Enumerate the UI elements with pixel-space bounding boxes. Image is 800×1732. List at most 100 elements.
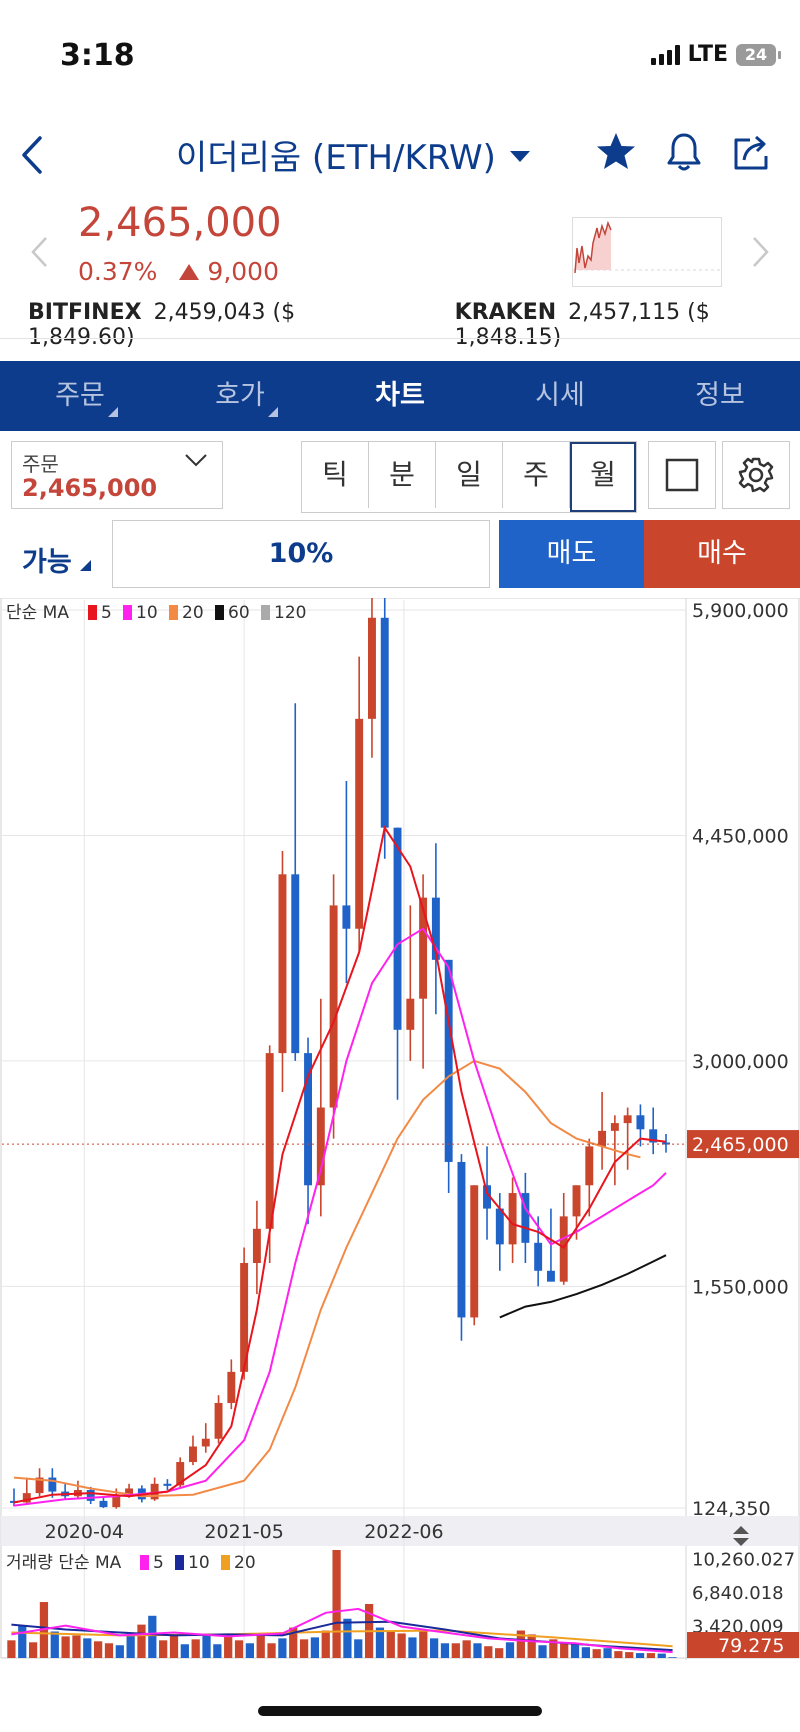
candle-body [227,1371,236,1403]
candle-body [649,1129,658,1143]
volume-bar [321,1630,330,1658]
fullscreen-button[interactable] [648,441,716,509]
volume-bar [614,1651,623,1658]
volume-bar [310,1637,320,1658]
volume-bar [202,1635,211,1658]
order-price-dropdown[interactable]: 주문 2,465,000 [11,441,223,509]
buy-button[interactable]: 매수 [644,520,800,588]
tab-market[interactable]: 시세 [535,380,585,411]
bell-icon[interactable] [662,130,706,174]
candle-body [546,1270,555,1282]
volume-bar [332,1550,341,1658]
menu-triangle-icon [268,407,278,417]
candle-body [176,1462,185,1486]
candle-body [572,1185,581,1217]
candle-body [367,617,376,719]
share-icon[interactable] [730,130,774,174]
volume-bar [343,1618,352,1658]
volume-bar [50,1631,59,1658]
period-day[interactable]: 일 [436,442,503,508]
y-tick-label: 4,450,000 [692,825,789,847]
x-tick-label: 2021-05 [204,1521,283,1543]
chevron-down-icon [185,454,207,467]
back-chevron-icon[interactable] [14,130,54,180]
prev-coin-icon[interactable] [28,235,52,269]
period-tick[interactable]: 틱 [302,442,369,508]
tab-info[interactable]: 정보 [695,380,745,411]
current-price-label: 2,465,000 [692,1134,789,1156]
volume-bar [516,1630,525,1658]
volume-bar [299,1639,309,1658]
ma-legend-swatch [123,605,132,620]
candle-body [380,617,389,828]
battery-icon: 24 [736,43,781,66]
ma-legend-swatch [169,605,178,620]
volume-bar [625,1652,634,1658]
ma-legend-swatch [261,605,270,620]
volume-bar [527,1634,536,1658]
sell-button[interactable]: 매도 [499,520,644,588]
period-minute[interactable]: 분 [369,442,436,508]
period-month[interactable]: 월 [570,442,636,512]
volume-bar [159,1640,168,1658]
caret-down-icon [509,151,530,162]
volume-bar [375,1627,385,1658]
period-week[interactable]: 주 [503,442,570,508]
volume-bar [224,1636,233,1658]
ma20-line [13,1059,641,1498]
volume-bar [560,1642,569,1658]
volume-bar [473,1643,482,1658]
candle-body [291,874,300,1054]
exchange-bitfinex: BITFINEX 2,459,043 ($ 1,849.60) [28,300,296,350]
sparkline-chart [572,217,722,287]
next-coin-icon[interactable] [748,235,772,269]
candle-body [355,718,364,929]
volume-current-label: 79.275 [718,1635,784,1657]
available-dropdown[interactable]: 가능 [22,540,91,579]
candle-body [559,1216,568,1282]
candle-body [163,1483,172,1486]
candle-body [329,905,338,1108]
volume-bar [256,1635,265,1658]
tab-bar: 주문 호가 차트 시세 정보 [0,361,800,431]
candle-body [393,827,402,1030]
volume-bar [657,1653,666,1658]
volume-bar [495,1648,504,1658]
candle-body [444,959,453,1162]
candle-body [483,1185,491,1209]
tab-order[interactable]: 주문 [0,361,160,431]
volume-bar [7,1640,16,1658]
volume-bar [570,1643,580,1658]
volume-bar [72,1635,81,1658]
y-tick-label: 124,350 [692,1498,771,1520]
candle-body [598,1130,607,1147]
volume-bar [451,1643,460,1658]
candle-body [316,1107,325,1186]
change-amount-wrap: 9,000 [179,257,279,286]
home-indicator[interactable] [258,1706,542,1716]
x-axis-band [1,1516,799,1546]
period-selector: 틱 분 일 주 월 [301,441,637,513]
volume-tick-label: 10,260.027 [692,1549,795,1570]
candle-body [406,998,415,1030]
price-chart[interactable]: 5,900,000 4,450,000 3,000,000 1,550,000 124,… [0,598,800,1660]
volume-legend-label: 20 [234,1553,256,1573]
settings-button[interactable] [722,441,790,509]
order-value: 2,465,000 [22,474,158,502]
star-icon[interactable] [594,130,638,174]
volume-bar [440,1643,450,1658]
ma-legend-label: 60 [228,603,250,623]
candle-body [342,905,351,929]
change-amount: 9,000 [207,257,279,286]
volume-bar [538,1645,547,1658]
tab-chart[interactable]: 차트 [375,380,425,411]
tab-orderbook[interactable]: 호가 [160,361,320,431]
volume-legend-swatch [175,1555,184,1570]
volume-bar [148,1615,157,1658]
volume-current-tag [687,1632,799,1658]
percent-selector[interactable]: 10% [112,520,490,588]
exchange-prices: BITFINEX 2,459,043 ($ 1,849.60) KRAKEN 2,4… [28,300,800,350]
coin-selector[interactable]: 이더리움 (ETH/KRW) [176,130,530,179]
exchange-kraken: KRAKEN 2,457,115 ($ 1,848.15) [454,300,710,350]
volume-bar [592,1649,601,1658]
